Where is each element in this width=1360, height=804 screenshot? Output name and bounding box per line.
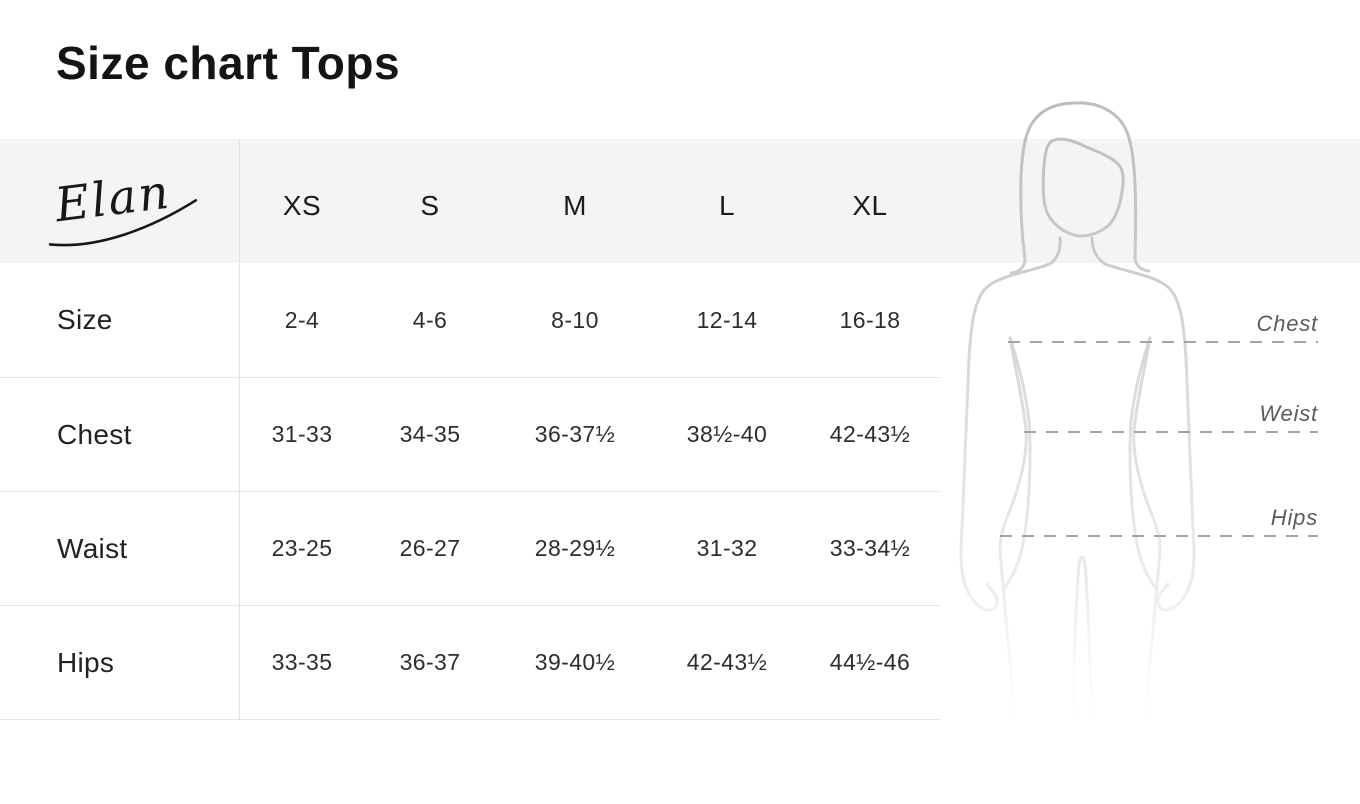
- row-label-waist: Waist: [0, 491, 240, 605]
- brand-logo-underline: [48, 199, 198, 247]
- measurement-label-hips: Hips: [1270, 505, 1318, 530]
- row-label-size: Size: [0, 263, 240, 377]
- table-cell-hips-l: 42-43½: [654, 605, 800, 719]
- table-cell-size-xl: 16-18: [839, 306, 901, 333]
- table-cell-chest-xl: 42-43½: [800, 377, 940, 491]
- table-cell-waist-s: 26-27: [364, 491, 496, 605]
- brand-logo-signature: Elan: [48, 165, 198, 247]
- table-cell-size-xs: 2-4: [284, 306, 320, 333]
- column-header-l: L: [718, 190, 736, 221]
- column-header-xl: XL: [852, 190, 888, 221]
- table-cell-hips-xs: 33-35: [240, 605, 364, 719]
- waist-measure-dashed-line: [1024, 431, 1318, 433]
- brand-logo: Elan: [0, 139, 240, 263]
- table-cell-chest-l: 38½-40: [654, 377, 800, 491]
- column-header-s: S: [420, 190, 440, 221]
- table-cell-chest-m: 36-37½: [496, 377, 654, 491]
- table-cell-size-s: 4-6: [412, 306, 448, 333]
- hips-measure-dashed-line: [1000, 535, 1318, 537]
- page-title: Size chart Tops: [56, 37, 401, 89]
- row-label-hips: Hips: [0, 605, 240, 719]
- table-cell-size-l: 12-14: [696, 306, 758, 333]
- table-cell-chest-xs: 31-33: [240, 377, 364, 491]
- measurement-label-chest: Chest: [1256, 311, 1318, 336]
- female-figure-illustration: [940, 100, 1360, 764]
- table-cell-waist-l: 31-32: [654, 491, 800, 605]
- row-label-chest: Chest: [0, 377, 240, 491]
- table-cell-hips-m: 39-40½: [496, 605, 654, 719]
- table-cell-waist-xs: 23-25: [240, 491, 364, 605]
- column-header-m: M: [563, 190, 587, 221]
- table-cell-chest-s: 34-35: [364, 377, 496, 491]
- table-cell-hips-s: 36-37: [364, 605, 496, 719]
- table-cell-size-m: 8-10: [551, 306, 599, 333]
- female-silhouette-icon: [959, 101, 1196, 764]
- column-header-xs: XS: [282, 190, 322, 221]
- table-cell-waist-xl: 33-34½: [800, 491, 940, 605]
- table-cell-waist-m: 28-29½: [496, 491, 654, 605]
- measurement-label-waist: Weist: [1259, 401, 1318, 426]
- chest-measure-dashed-line: [1008, 341, 1318, 343]
- size-chart-table: Elan XS S M L XL Size 2-4 4-6 8-10 12-14…: [0, 139, 940, 720]
- table-cell-hips-xl: 44½-46: [800, 605, 940, 719]
